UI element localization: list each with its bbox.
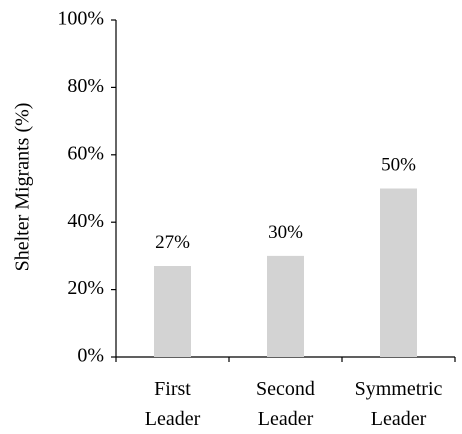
bar xyxy=(380,188,417,357)
y-tick-label: 80% xyxy=(67,75,104,97)
data-label: 50% xyxy=(381,155,416,176)
y-tick-label: 40% xyxy=(67,210,104,232)
y-axis: 0% 20% 40% 60% 80% 100% xyxy=(57,8,117,367)
bars-group xyxy=(154,188,417,357)
x-tick-label: Symmetric Leader xyxy=(355,378,443,430)
bar xyxy=(267,255,304,357)
y-axis-title: Shelter Migrants (%) xyxy=(12,103,34,272)
data-labels-group: 27% 30% 50% xyxy=(155,155,416,254)
x-tick-label: First Leader xyxy=(145,378,201,430)
y-tick-label: 100% xyxy=(57,8,104,30)
y-tick-label: 0% xyxy=(77,345,104,367)
y-tick-label: 60% xyxy=(67,142,104,164)
x-axis: First Leader Second Leader Symmetric Leader xyxy=(115,356,456,430)
x-tick-label: Second Leader xyxy=(256,378,315,430)
bar xyxy=(154,266,191,357)
data-label: 27% xyxy=(155,232,190,253)
data-label: 30% xyxy=(268,222,303,243)
y-tick-label: 20% xyxy=(67,277,104,299)
